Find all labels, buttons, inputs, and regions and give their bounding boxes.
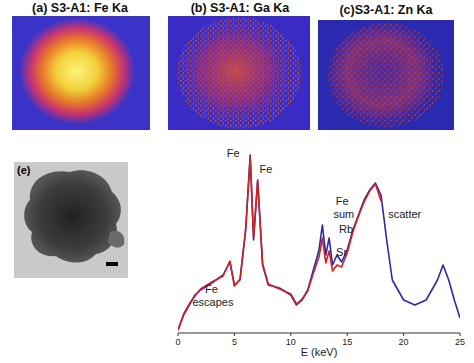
- x-tick: [178, 333, 179, 336]
- annotation-line: sum: [333, 208, 354, 220]
- map-intensity: [19, 18, 135, 125]
- annotation: Sr: [336, 246, 347, 258]
- annotation-line: Fe: [227, 147, 240, 159]
- x-tick: [290, 333, 291, 336]
- title-part: : Fe Ka: [86, 1, 129, 15]
- annotation: Fe sum: [333, 195, 354, 220]
- x-tick-label: 25: [455, 337, 465, 347]
- x-axis: [178, 333, 460, 334]
- x-tick: [403, 333, 404, 336]
- map-title: (b) S3-A1: Ga Ka: [191, 1, 291, 15]
- map-intensity: [173, 14, 297, 128]
- annotation: Fe escapes: [192, 283, 233, 308]
- map-intensity: [324, 20, 440, 127]
- scale-bar: [106, 262, 118, 266]
- annotation-line: scatter: [388, 208, 421, 220]
- spectrum-chart: 0510152025E (keV)Fe escapesFeFeFe sumRbS…: [175, 147, 465, 358]
- map-title: (c)S3-A1: Zn Ka: [339, 3, 433, 17]
- map-panel: (a) S3-A1: Fe Ka: [12, 1, 150, 130]
- map-panel: (b) S3-A1: Ga Ka: [168, 1, 310, 130]
- map-background: [12, 16, 150, 130]
- title-part: : Ga Ka: [246, 1, 291, 15]
- particle: [24, 170, 121, 262]
- x-tick-label: 10: [286, 337, 296, 347]
- title-part: (c)S3-A1: [339, 3, 390, 17]
- x-tick-label: 15: [342, 337, 352, 347]
- annotation: Rb: [339, 223, 353, 235]
- x-axis-label: E (keV): [301, 346, 338, 358]
- x-tick: [234, 333, 235, 336]
- map-panel: (c)S3-A1: Zn Ka: [318, 3, 454, 130]
- annotation: scatter: [388, 208, 421, 220]
- annotation-line: Fe: [205, 283, 221, 295]
- tem-image: (e): [14, 162, 128, 278]
- spectrum-line: [178, 155, 460, 330]
- series-group: [178, 155, 460, 330]
- annotation: Fe: [227, 147, 240, 159]
- x-tick-label: 0: [175, 337, 180, 347]
- map-background: [318, 20, 454, 130]
- annotation: Fe: [260, 163, 273, 175]
- annotation-line: Rb: [339, 223, 353, 235]
- annotation-line: Fe: [336, 195, 352, 207]
- x-tick-label: 20: [399, 337, 409, 347]
- spectrum-line: [178, 157, 381, 330]
- title-part: (b) S3-A1: [191, 1, 246, 15]
- title-part: : Zn Ka: [390, 3, 433, 17]
- particle-fragment: [108, 231, 124, 248]
- tem-background: [14, 162, 128, 278]
- x-tick-label: 5: [232, 337, 237, 347]
- panel-label: (e): [17, 164, 31, 176]
- map-title: (a) S3-A1: Fe Ka: [32, 1, 129, 15]
- figure: (a) S3-A1: Fe Ka (b) S3-A1: Ga Ka (c)S3-A1…: [0, 0, 474, 363]
- x-tick: [460, 333, 461, 336]
- x-tick: [347, 333, 348, 336]
- annotation-line: escapes: [192, 296, 233, 308]
- annotation-line: Sr: [336, 246, 347, 258]
- annotation-line: Fe: [260, 163, 273, 175]
- title-part: (a) S3-A1: [32, 1, 86, 15]
